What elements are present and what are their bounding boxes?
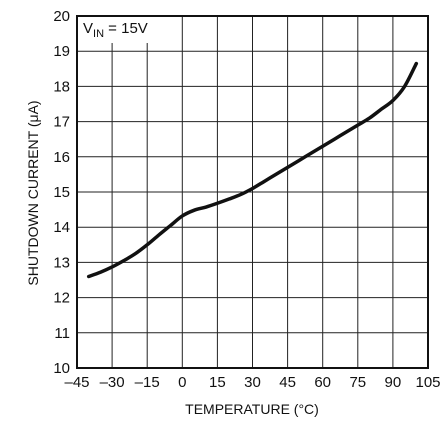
x-axis-title: TEMPERATURE (°C) — [185, 401, 319, 417]
y-tick-label: 18 — [53, 78, 70, 95]
y-tick-label: 10 — [53, 360, 70, 377]
y-tick-label: 13 — [53, 254, 70, 271]
x-tick-label: –30 — [100, 374, 125, 391]
x-tick-label: 75 — [349, 374, 366, 391]
x-tick-label: 45 — [279, 374, 296, 391]
tick-labels: –45 –30 –15 0 15 30 45 60 75 90 105 10 11 12 13 14 15 16 1… — [53, 8, 440, 391]
grid — [76, 15, 429, 369]
vin-annotation-prefix: V — [83, 20, 93, 37]
annotation-background — [78, 17, 152, 43]
x-tick-label: 30 — [244, 374, 261, 391]
x-tick-label: 60 — [314, 374, 331, 391]
vin-annotation: VIN = 15V — [83, 20, 148, 40]
y-axis-title: SHUTDOWN CURRENT (μA) — [25, 100, 41, 285]
y-tick-label: 14 — [53, 219, 70, 236]
y-tick-label: 15 — [53, 184, 70, 201]
x-tick-label: –45 — [64, 374, 89, 391]
plot-frame — [76, 15, 429, 369]
y-tick-label: 17 — [53, 114, 70, 131]
y-tick-label: 11 — [54, 325, 70, 342]
x-tick-label: 0 — [178, 374, 186, 391]
series-line-shutdown-current — [86, 61, 419, 279]
x-tick-label: 90 — [385, 374, 402, 391]
x-tick-label: 15 — [209, 374, 226, 391]
vin-annotation-suffix: = 15V — [104, 20, 148, 37]
y-tick-label: 20 — [53, 8, 70, 25]
y-tick-label: 16 — [53, 149, 70, 166]
y-tick-label: 12 — [53, 290, 70, 307]
x-tick-label: 105 — [415, 374, 440, 391]
y-tick-label: 19 — [53, 43, 70, 60]
x-tick-label: –15 — [135, 374, 160, 391]
vin-annotation-subscript: IN — [93, 28, 104, 40]
